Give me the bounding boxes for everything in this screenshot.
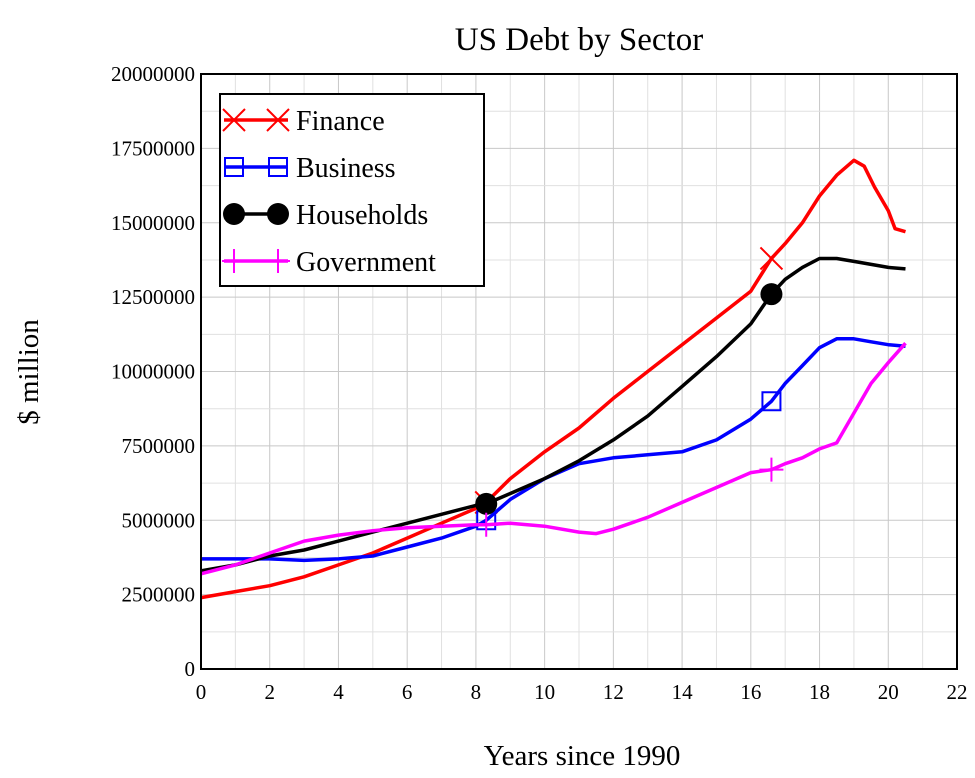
x-tick-label: 8 — [471, 680, 482, 704]
legend-marker-households — [223, 203, 245, 225]
tick-labels: 0 2 4 6 8 10 12 14 16 18 20 22 0 2500000 5000000 750000… — [111, 62, 968, 704]
x-tick-label: 2 — [264, 680, 275, 704]
legend-marker-government — [222, 249, 246, 273]
x-tick-label: 22 — [947, 680, 968, 704]
series-marker-finance — [759, 246, 784, 271]
legend-box — [219, 93, 485, 287]
x-tick-label: 10 — [534, 680, 555, 704]
series-group — [200, 158, 907, 600]
x-tick-label: 12 — [603, 680, 624, 704]
y-tick-label: 5000000 — [122, 508, 196, 532]
series-line-government — [200, 342, 907, 576]
legend-marker-finance — [222, 108, 246, 132]
legend-marker-government — [266, 249, 290, 273]
series-marker-households — [760, 283, 783, 306]
legend-label-households: Households — [296, 200, 428, 231]
legend-label-government: Government — [296, 247, 436, 278]
legend-marker-business — [224, 157, 244, 177]
legend-marker-households — [267, 203, 289, 225]
series-marker-government — [474, 512, 499, 537]
x-axis-label: Years since 1990 — [484, 740, 681, 772]
y-tick-label: 15000000 — [111, 211, 195, 235]
x-tick-label: 0 — [196, 680, 207, 704]
y-tick-label: 17500000 — [111, 136, 195, 160]
legend: Finance Business Households Government — [219, 93, 485, 287]
plot-frame — [200, 73, 958, 670]
x-tick-label: 20 — [878, 680, 899, 704]
y-tick-label: 2500000 — [122, 583, 196, 607]
y-tick-label: 12500000 — [111, 285, 195, 309]
legend-label-finance: Finance — [296, 106, 385, 137]
series-line-finance — [200, 158, 906, 600]
series-marker-business — [761, 391, 782, 412]
legend-marker-business — [268, 157, 288, 177]
legend-label-business: Business — [296, 153, 396, 184]
x-tick-label: 18 — [809, 680, 830, 704]
y-tick-label: 20000000 — [111, 62, 195, 86]
y-tick-label: 7500000 — [122, 434, 196, 458]
series-marker-government — [759, 457, 784, 482]
x-tick-label: 14 — [672, 680, 694, 704]
legend-marker-finance — [266, 108, 290, 132]
x-tick-label: 4 — [333, 680, 344, 704]
series-marker-households — [475, 492, 498, 515]
y-tick-label: 10000000 — [111, 360, 195, 384]
y-tick-label: 0 — [185, 657, 196, 681]
chart-title: US Debt by Sector — [455, 22, 703, 58]
x-tick-label: 16 — [740, 680, 761, 704]
x-tick-label: 6 — [402, 680, 413, 704]
series-line-households — [200, 256, 906, 573]
series-line-business — [201, 337, 906, 563]
y-axis-label: $ million — [13, 319, 45, 425]
